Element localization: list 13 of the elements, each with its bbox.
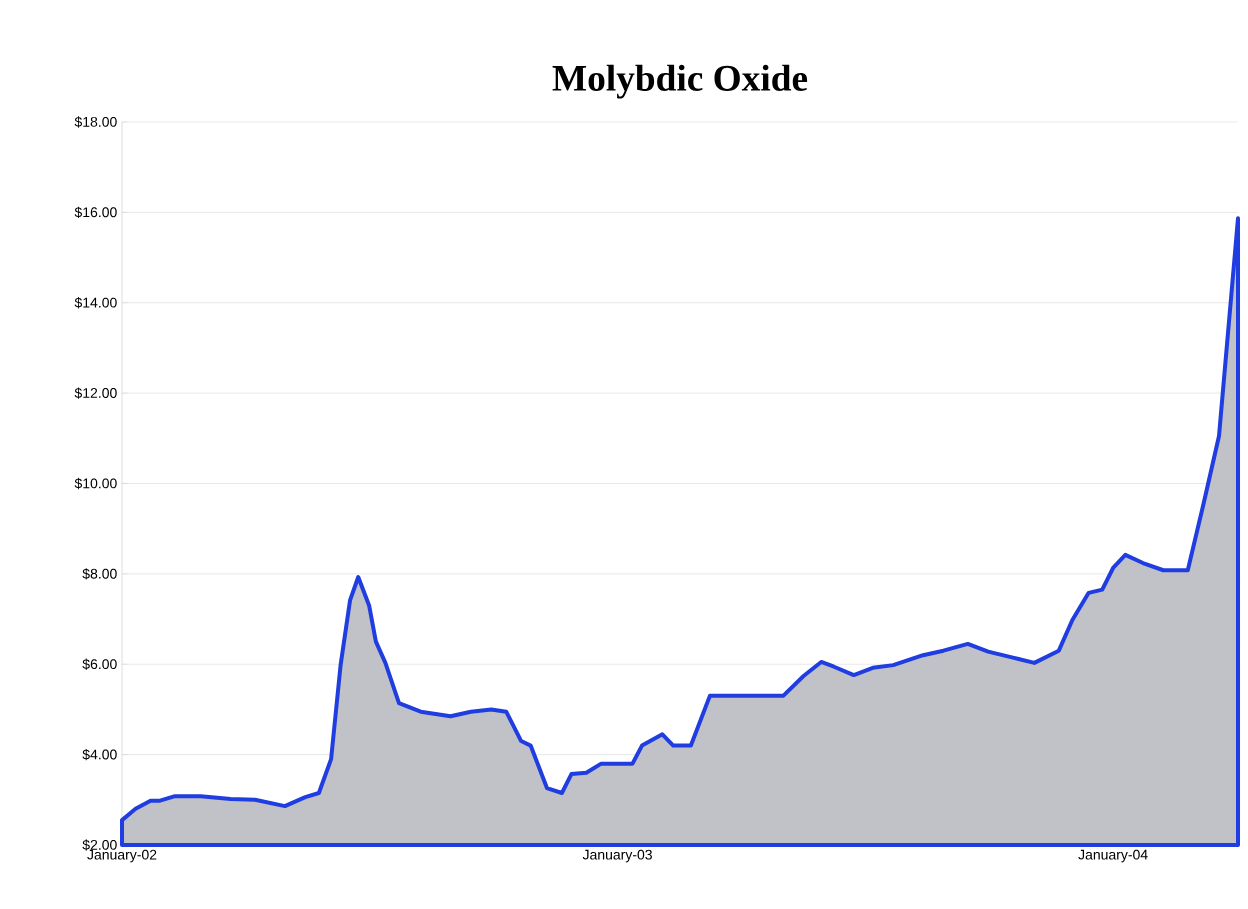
y-tick-label: $8.00 xyxy=(82,568,117,580)
y-tick-label: $14.00 xyxy=(74,297,117,309)
y-tick-label: $4.00 xyxy=(82,748,117,761)
x-tick-label: January-04 xyxy=(1078,849,1148,863)
x-tick-label: January-02 xyxy=(87,849,157,863)
y-tick-label: $12.00 xyxy=(74,387,117,399)
chart-title: Molybdic Oxide xyxy=(552,64,808,99)
y-tick-label: $16.00 xyxy=(74,206,117,219)
y-tick-label: $2.00 xyxy=(82,839,117,851)
y-tick-label: $10.00 xyxy=(74,477,117,490)
y-tick-label: $6.00 xyxy=(82,658,117,670)
y-tick-label: $18.00 xyxy=(74,116,117,128)
x-tick-label: January-03 xyxy=(582,849,652,863)
